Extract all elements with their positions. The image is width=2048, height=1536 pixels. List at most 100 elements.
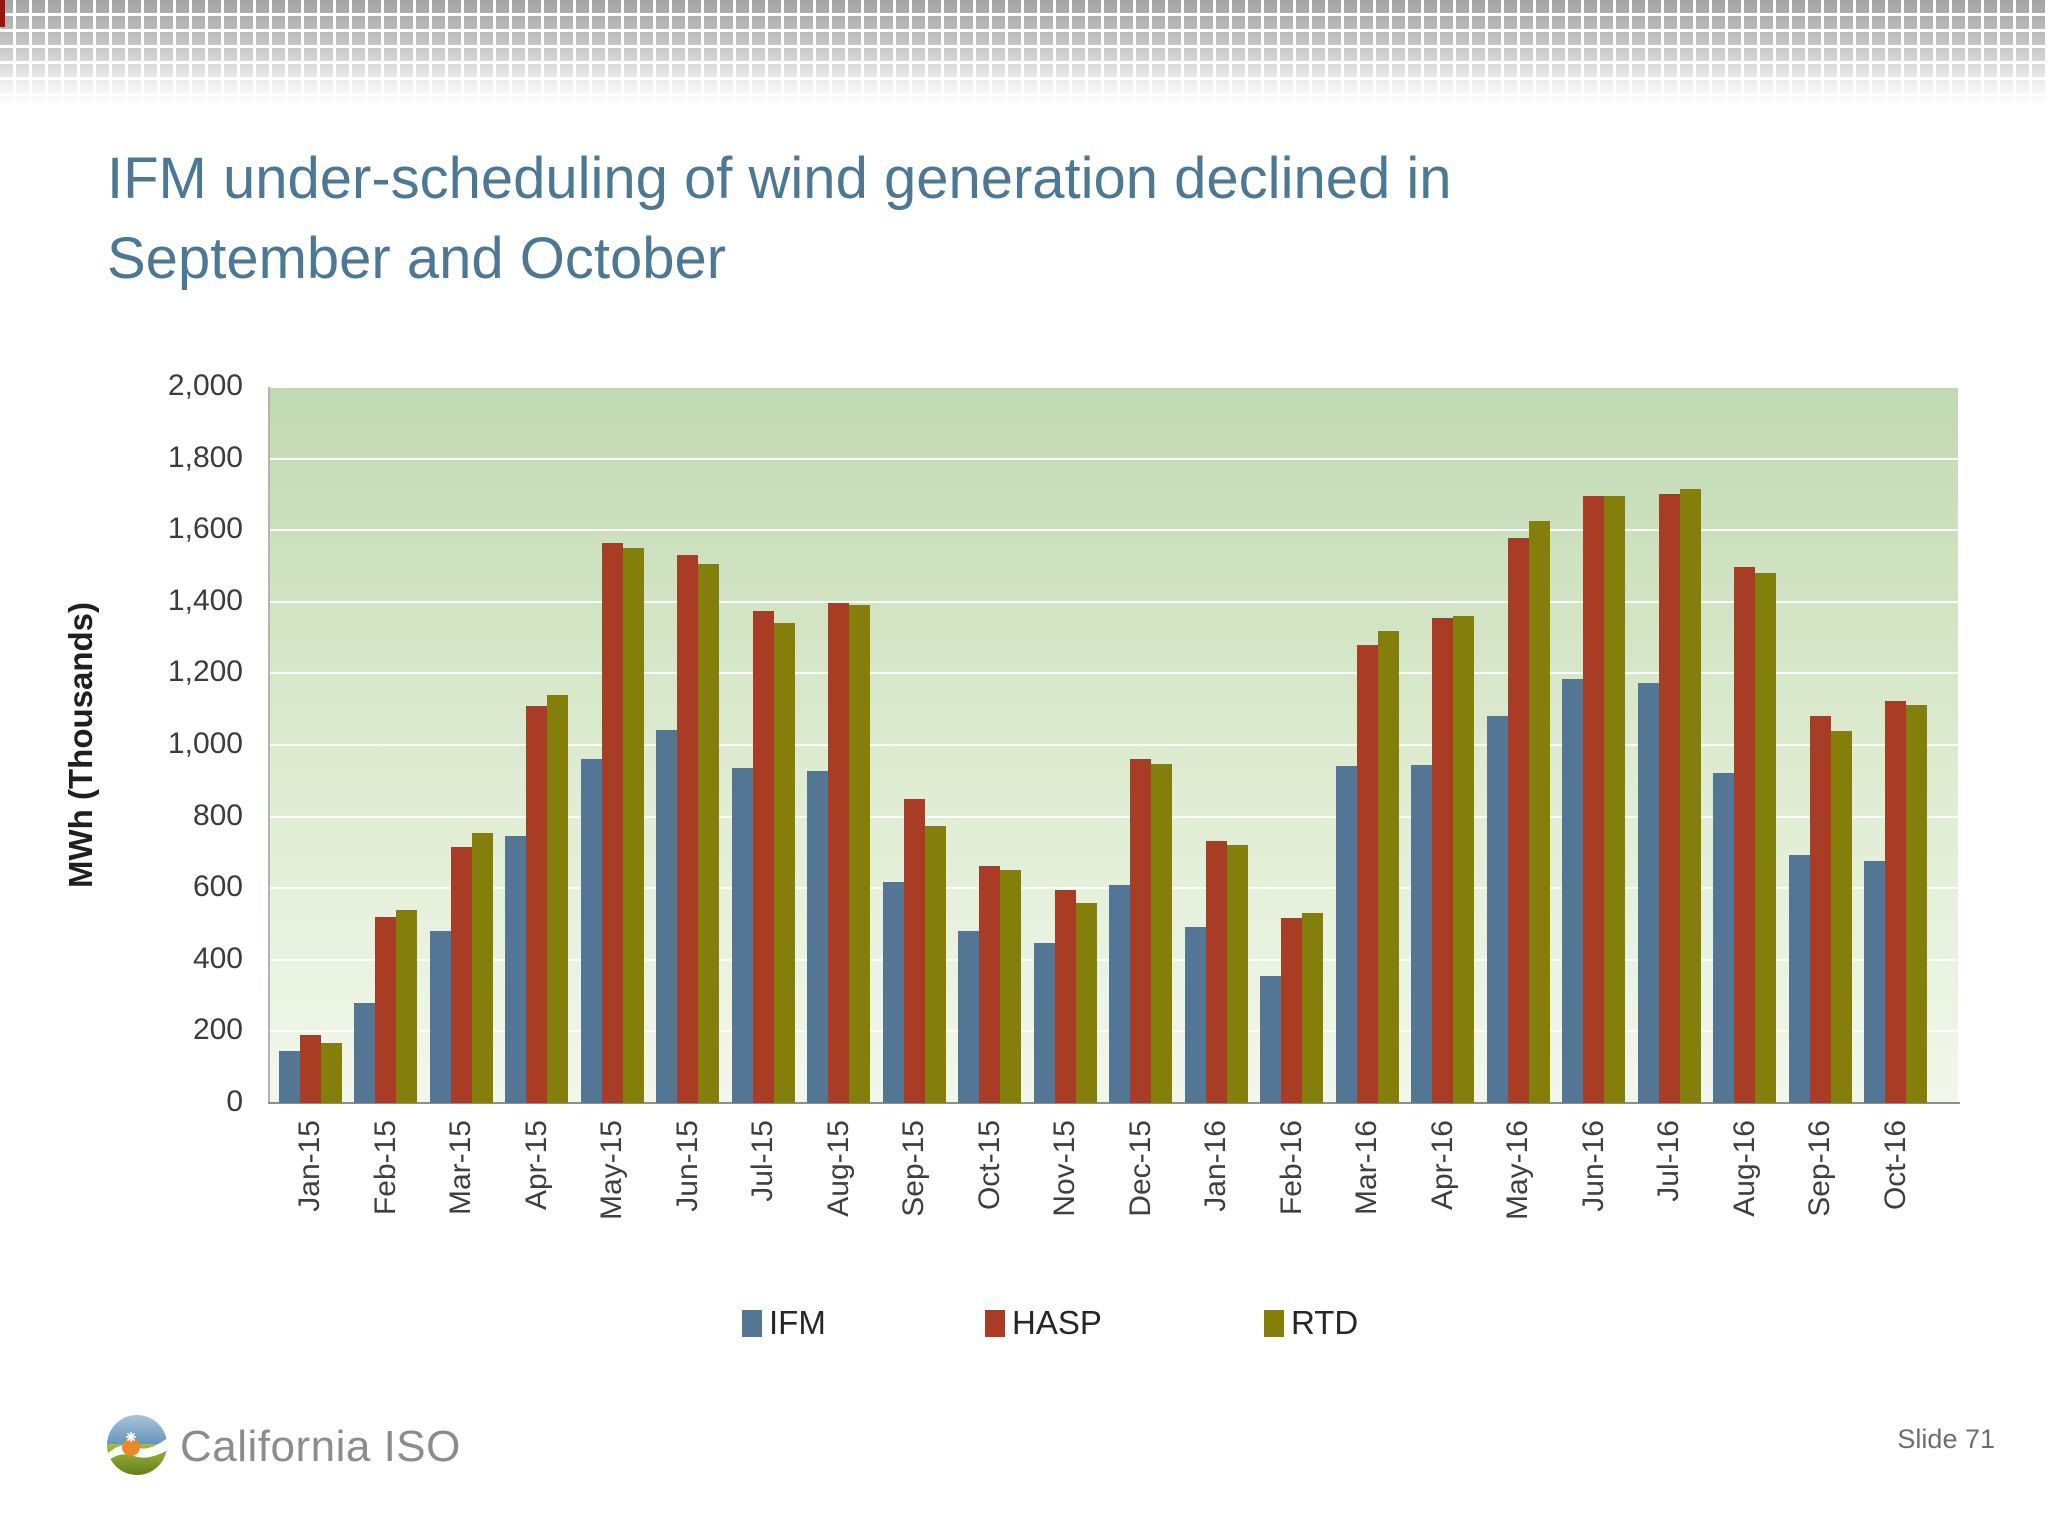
bar-rtd-apr-16 [1453,616,1474,1103]
bar-rtd-aug-16 [1755,573,1776,1103]
bar-hasp-jan-16 [1205,840,1227,1103]
bar-rtd-jun-15 [698,564,719,1103]
california-iso-logo-icon [107,1415,167,1475]
x-tick-label-text: May-16 [1501,1120,1534,1221]
x-tick-label-text: Jan-16 [1199,1120,1232,1212]
legend-label-hasp: HASP [1012,1304,1102,1341]
bar-rtd-feb-16 [1302,913,1323,1103]
bar-hasp-feb-16 [1281,917,1302,1103]
y-tick-label-600: 600 [192,870,243,904]
x-tick-label-text: Apr-16 [1425,1120,1459,1211]
gridline-1600 [270,529,1958,532]
title-line-2: September and October [107,225,727,291]
x-tick-label-sep-16: Sep-16 [1803,1120,1837,1270]
x-tick-label-jul-15: Jul-15 [746,1120,780,1270]
legend-swatch-ifm [742,1309,762,1337]
y-tick-label-1600: 1,600 [167,512,243,546]
bar-ifm-may-16 [1486,716,1508,1103]
bar-rtd-apr-15 [547,694,568,1103]
bar-hasp-apr-16 [1432,617,1453,1103]
bar-hasp-aug-15 [828,602,849,1103]
x-tick-label-mar-16: Mar-16 [1350,1120,1384,1270]
bar-ifm-sep-16 [1788,855,1810,1103]
x-tick-label-text: Nov-15 [1048,1120,1081,1217]
x-tick-label-nov-15: Nov-15 [1048,1120,1082,1270]
bar-ifm-aug-16 [1713,772,1734,1103]
x-tick-label-text: Dec-15 [1123,1120,1157,1217]
x-tick-label-text: Sep-16 [1803,1120,1836,1217]
bar-rtd-jan-16 [1226,845,1248,1103]
bar-hasp-sep-16 [1809,716,1831,1103]
x-tick-label-text: Mar-16 [1350,1120,1383,1216]
bar-rtd-may-16 [1528,521,1550,1103]
bar-hasp-nov-15 [1054,889,1076,1103]
bar-ifm-may-15 [580,759,602,1103]
legend-item-ifm: IFM [742,1304,826,1341]
x-tick-label-jul-16: Jul-16 [1652,1120,1686,1270]
gridline-1000 [270,744,1958,746]
bar-rtd-jul-16 [1679,489,1701,1103]
x-tick-label-text: Mar-15 [444,1120,477,1216]
y-tick-label-1000: 1,000 [167,727,243,760]
bar-ifm-feb-16 [1260,976,1281,1103]
bar-hasp-may-16 [1507,538,1529,1103]
x-tick-label-text: Feb-16 [1274,1120,1308,1216]
x-tick-label-text: Apr-15 [519,1120,553,1211]
x-tick-label-text: Jul-15 [746,1120,779,1202]
california-iso-logo-text: California ISO [180,1422,461,1471]
y-tick-label-1800: 1,800 [167,440,243,474]
bar-ifm-jun-15 [656,729,677,1103]
legend-item-rtd: RTD [1264,1304,1359,1341]
bar-ifm-apr-15 [505,836,526,1103]
bar-hasp-jun-16 [1583,496,1604,1103]
y-tick-label-200: 200 [192,1013,243,1047]
legend-swatch-hasp [985,1309,1005,1337]
gridline-1800 [270,457,1958,460]
x-tick-label-may-16: May-16 [1501,1120,1535,1270]
legend-label-rtd: RTD [1291,1304,1359,1341]
legend-swatch-rtd [1264,1309,1284,1337]
x-tick-label-feb-16: Feb-16 [1275,1120,1309,1270]
bar-hasp-mar-15 [450,847,472,1103]
bar-rtd-nov-15 [1075,903,1097,1103]
bar-rtd-may-15 [622,548,644,1103]
x-tick-label-text: Jan-15 [293,1120,326,1212]
x-tick-label-dec-15: Dec-15 [1124,1120,1158,1270]
legend-item-hasp: HASP [985,1304,1102,1341]
bar-ifm-aug-15 [807,770,828,1103]
bar-rtd-dec-15 [1151,763,1172,1103]
bar-hasp-may-15 [601,542,623,1103]
bar-ifm-nov-15 [1033,942,1055,1103]
y-tick-label-0: 0 [226,1085,243,1118]
bar-ifm-jul-16 [1637,683,1659,1103]
bar-ifm-apr-16 [1411,764,1432,1103]
x-tick-label-text: Sep-15 [897,1120,930,1217]
bar-ifm-jan-15 [278,1051,300,1103]
bar-ifm-mar-15 [429,931,451,1103]
x-tick-label-text: Aug-16 [1727,1120,1761,1217]
x-tick-label-jun-15: Jun-15 [671,1120,705,1270]
bar-ifm-feb-15 [354,1003,375,1103]
x-tick-label-jan-16: Jan-16 [1199,1120,1233,1270]
x-tick-label-text: Oct-16 [1878,1120,1912,1211]
bar-ifm-jun-16 [1562,678,1583,1103]
x-tick-label-feb-15: Feb-15 [369,1120,403,1270]
x-tick-label-apr-16: Apr-16 [1426,1120,1460,1270]
bar-hasp-jul-16 [1658,494,1680,1103]
bar-ifm-jan-16 [1184,926,1206,1103]
bar-rtd-jan-15 [320,1042,342,1103]
bar-ifm-oct-15 [958,931,979,1103]
bar-hasp-oct-16 [1885,701,1906,1103]
legend-label-ifm: IFM [769,1304,826,1341]
y-tick-label-2000: 2,000 [167,369,243,402]
y-tick-label-800: 800 [192,798,243,832]
x-tick-label-text: Oct-15 [972,1120,1006,1211]
corner-red-mark [0,0,5,27]
y-tick-label-1200: 1,200 [167,655,243,689]
bar-rtd-mar-15 [471,832,493,1103]
bar-rtd-sep-16 [1830,731,1852,1103]
bar-ifm-oct-16 [1864,861,1885,1103]
y-axis-line [268,387,270,1103]
bar-hasp-dec-15 [1130,759,1151,1103]
